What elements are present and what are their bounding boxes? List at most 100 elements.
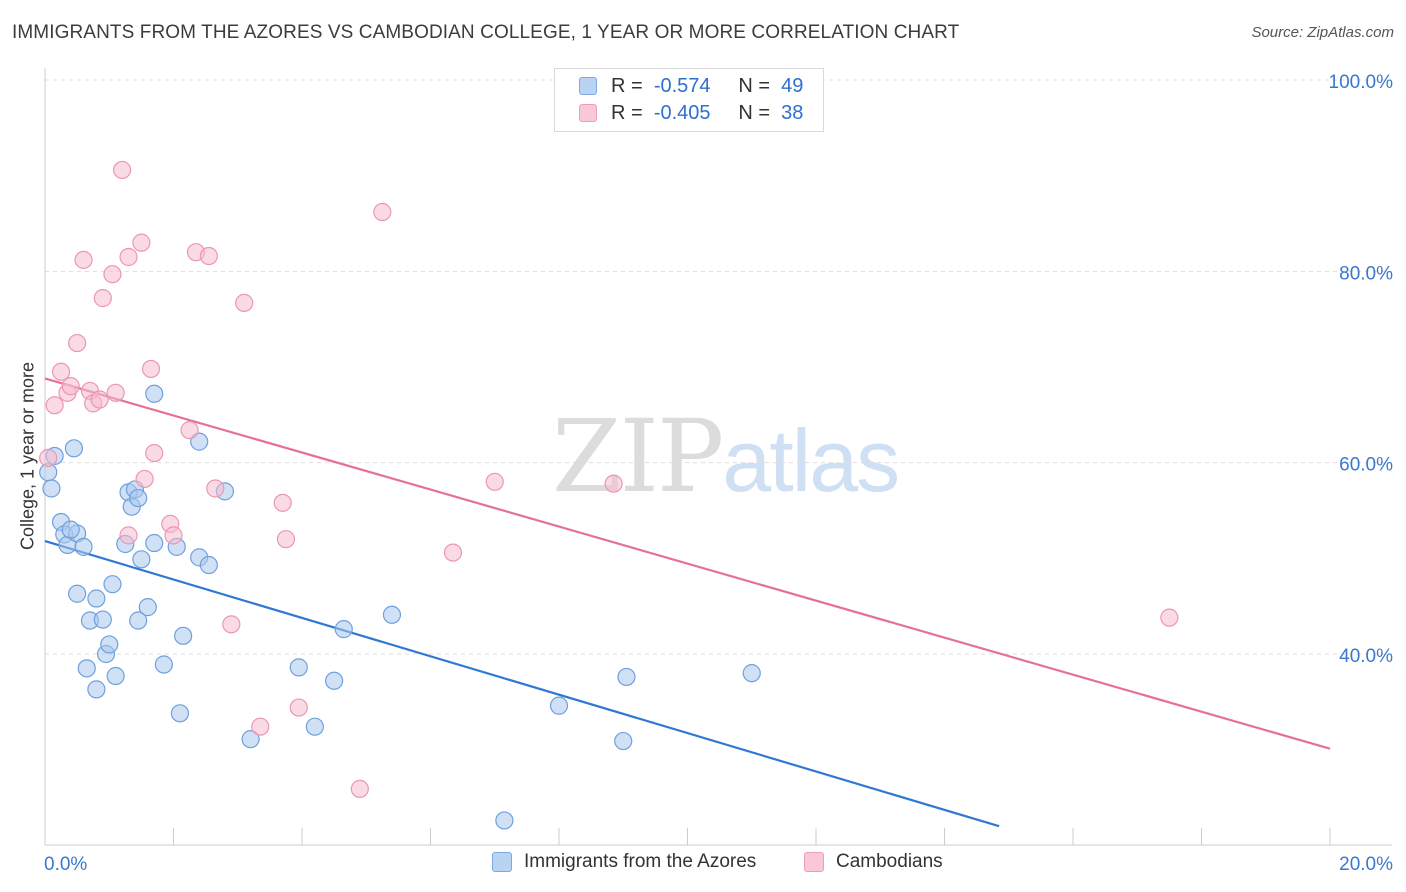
gridlines [45,79,1392,655]
r-value: -0.574 [653,74,711,97]
trend-lines [44,377,1331,828]
azores-point [145,533,164,553]
cambodians-point [289,698,308,717]
cambodians-point [235,293,254,313]
r-label: R = [611,74,643,97]
cambodians-point [199,246,218,266]
cambodians-point [68,333,87,353]
x-tick-label: 0.0% [44,854,87,875]
azores-point [74,537,93,556]
cambodians-point [132,233,151,252]
legend-label-azores: Immigrants from the Azores [524,851,757,872]
watermark-zip: ZIP [552,398,724,515]
cambodians-point [485,472,504,491]
cambodians-point [119,526,138,545]
azores-point [199,555,218,575]
n-value: 38 [781,101,804,124]
azores-point [64,439,84,458]
cambodians-point [350,779,369,798]
azores-point [549,696,569,715]
cambodians-point [276,530,296,549]
cambodians-point [206,479,225,498]
azores-point [87,589,106,608]
azores-point [289,658,308,677]
axes [44,68,1392,846]
azores-point [334,620,353,639]
azores-point [742,664,761,683]
azores-point [132,550,151,569]
cambodians-point [222,615,241,634]
stats-row-cambodians: R = -0.405 N = 38 [579,101,803,125]
azores-point [61,520,80,539]
cambodians-trend-line [44,377,1331,750]
y-tick-label: 100.0% [1329,72,1394,93]
cambodians-point [61,377,80,396]
cambodians-point [1160,608,1179,627]
cambodians-point [112,160,132,180]
cambodians-point [251,717,270,736]
azores-point [93,610,112,629]
y-tick-label: 40.0% [1339,646,1393,667]
azores-point [614,731,633,751]
azores-point [68,584,87,603]
azores-point [129,611,148,630]
cambodians-point [90,390,109,409]
source-credit: Source: ZipAtlas.com [1251,24,1394,41]
azores-point [100,635,119,654]
chart-title: IMMIGRANTS FROM THE AZORES VS CAMBODIAN … [12,22,960,43]
azores-point [42,479,61,498]
cambodians-point [106,383,125,402]
r-label: R = [611,101,643,124]
legend-item-azores[interactable]: Immigrants from the Azores [492,851,756,873]
azores-point [241,730,260,749]
azores-point [170,704,190,723]
azores-swatch-icon [579,77,597,95]
watermark: ZIPatlas [552,398,900,515]
azores-point [495,811,514,830]
cambodians-point [93,289,112,308]
cambodians-point [45,396,64,415]
azores-point [617,667,636,687]
azores-point [325,671,344,690]
azores-point [154,655,173,674]
azores-point [77,659,96,678]
azores-point [129,488,148,508]
watermark-atlas: atlas [722,411,900,510]
cambodians-swatch-icon [579,104,597,122]
series-legend: Immigrants from the Azores Cambodians [0,851,1406,879]
data-points [39,160,1179,830]
azores-point [103,575,122,594]
cambodians-point [119,247,138,267]
cambodians-point [51,362,71,381]
legend-item-cambodians[interactable]: Cambodians [804,851,943,873]
cambodians-point [373,202,392,222]
cambodians-point [145,444,164,463]
cambodians-legend-icon [804,852,824,872]
y-tick-label: 60.0% [1339,455,1393,476]
n-label: N = [738,101,771,124]
cambodians-point [164,526,183,545]
cambodians-point [180,421,199,440]
x-tick-label: 20.0% [1339,854,1393,875]
cambodians-point [273,493,292,512]
azores-point [138,598,157,617]
cambodians-point [604,474,623,493]
azores-point [106,666,125,686]
cambodians-point [74,250,93,269]
azores-point [174,626,193,645]
legend-label-cambodians: Cambodians [836,851,943,872]
tick-labels: 40.0% 60.0% 80.0% 100.0% 0.0% 20.0% [44,72,1393,875]
stats-row-azores: R = -0.574 N = 49 [579,74,803,98]
azores-point [87,680,106,699]
azores-legend-icon [492,852,512,872]
cambodians-point [39,448,58,467]
n-label: N = [738,74,771,97]
azores-trend-line [44,540,1000,828]
n-value: 49 [781,74,804,97]
y-tick-label: 80.0% [1339,263,1393,284]
azores-point [382,605,402,624]
r-value: -0.405 [653,101,711,124]
cambodians-point [141,359,161,379]
cambodians-point [443,543,463,562]
